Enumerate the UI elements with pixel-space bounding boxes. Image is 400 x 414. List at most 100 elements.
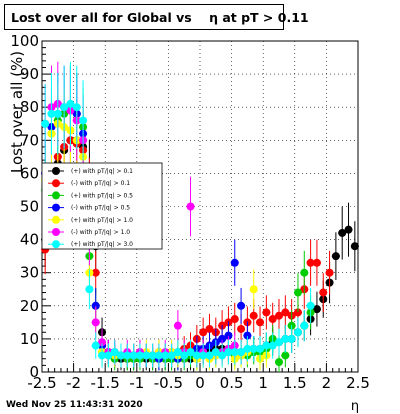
x-tick-label: 2.5 <box>346 374 370 392</box>
axis-ticks: -2.5 -2 -1.5 -1 -0.5 0 0.5 1 1.5 2 2.5 0 10 20 30 40 50 6… <box>10 32 370 392</box>
data-point <box>237 348 246 357</box>
legend-label: (-) with pT/|q| > 0.1 <box>71 180 130 187</box>
data-point <box>249 285 258 294</box>
data-point <box>293 308 302 317</box>
data-point <box>218 351 227 360</box>
data-point <box>205 324 214 333</box>
data-point <box>135 351 144 360</box>
data-point <box>230 258 239 267</box>
data-point <box>237 324 246 333</box>
data-point <box>275 311 283 320</box>
data-point <box>275 338 283 347</box>
data-point <box>98 351 107 360</box>
data-point <box>350 242 359 251</box>
data-point <box>268 315 277 324</box>
data-point <box>224 331 233 340</box>
data-point <box>91 268 100 277</box>
data-point <box>53 109 62 118</box>
y-tick-label: 80 <box>20 98 39 116</box>
data-point <box>47 109 56 118</box>
data-point <box>104 351 113 360</box>
data-point <box>306 301 315 310</box>
data-point <box>256 318 265 327</box>
data-point <box>300 321 309 330</box>
data-point <box>72 103 81 112</box>
data-point <box>230 315 239 324</box>
y-tick-label: 50 <box>20 198 39 216</box>
legend-label: (-) with pT/|q| > 1.0 <box>71 229 130 236</box>
data-point <box>98 338 107 347</box>
y-tick-label: 10 <box>20 330 39 348</box>
legend-label: (+) with pT/|q| > 0.5 <box>71 192 133 199</box>
data-point <box>117 351 125 360</box>
data-point <box>268 341 277 350</box>
x-tick-label: 1 <box>258 374 268 392</box>
x-axis-label: η <box>351 399 359 414</box>
data-point <box>281 334 290 343</box>
data-point <box>249 311 258 320</box>
y-axis-label: Lost over all (%) <box>8 51 26 173</box>
data-point <box>180 351 189 360</box>
data-point <box>243 331 252 340</box>
x-tick-label: 2 <box>322 374 332 392</box>
data-point <box>331 252 340 261</box>
x-tick-label: 0 <box>195 374 205 392</box>
timestamp: Wed Nov 25 11:43:31 2020 <box>6 400 143 410</box>
data-point <box>129 351 138 360</box>
data-point <box>91 341 100 350</box>
data-point <box>256 344 265 353</box>
data-point <box>66 99 75 108</box>
data-point <box>60 103 69 112</box>
y-tick-label: 90 <box>20 65 39 83</box>
data-point <box>281 351 290 360</box>
data-point <box>142 351 151 360</box>
data-point <box>281 308 290 317</box>
data-point <box>148 351 157 360</box>
y-tick-label: 70 <box>20 131 39 149</box>
data-point <box>173 348 182 357</box>
data-point <box>325 268 334 277</box>
data-point <box>186 348 195 357</box>
legend-label: (+) with pT/|q| > 0.1 <box>71 168 133 175</box>
data-point <box>287 334 296 343</box>
data-point <box>319 288 328 297</box>
data-point <box>312 305 321 314</box>
y-tick-label: 60 <box>20 164 39 182</box>
data-point <box>262 341 271 350</box>
data-point <box>211 348 220 357</box>
legend-label: (+) with pT/|q| > 1.0 <box>71 217 133 224</box>
data-point <box>262 308 271 317</box>
data-point <box>344 225 353 234</box>
data-point <box>230 348 239 357</box>
data-point <box>41 119 50 128</box>
data-point <box>173 321 182 330</box>
data-point <box>161 351 170 360</box>
data-point <box>249 344 258 353</box>
data-point <box>218 334 227 343</box>
data-point <box>123 351 132 360</box>
data-point <box>275 358 283 367</box>
x-tick-label: -2.5 <box>27 374 56 392</box>
data-point <box>224 348 233 357</box>
legend-box <box>41 162 163 250</box>
data-point <box>91 318 100 327</box>
data-point <box>237 301 246 310</box>
x-tick-label: 0.5 <box>220 374 244 392</box>
data-point <box>154 351 163 360</box>
series-group <box>41 61 315 368</box>
data-point <box>306 258 315 267</box>
legend: (+) with pT/|q| > 0.1 (-) with pT/|q| > 0… <box>41 162 163 250</box>
y-tick-label: 40 <box>20 231 39 249</box>
y-tick-label: 30 <box>20 264 39 282</box>
x-tick-label: -1 <box>129 374 144 392</box>
x-tick-label: -0.5 <box>154 374 183 392</box>
legend-label: (+) with pT/|q| > 3.0 <box>71 241 133 248</box>
x-tick-label: -2 <box>66 374 81 392</box>
x-tick-label: 1.5 <box>283 374 307 392</box>
data-point <box>167 351 176 360</box>
y-tick-label: 0 <box>29 363 39 381</box>
data-point <box>338 228 347 237</box>
y-tick-label: 100 <box>10 32 39 50</box>
data-point <box>85 285 94 294</box>
